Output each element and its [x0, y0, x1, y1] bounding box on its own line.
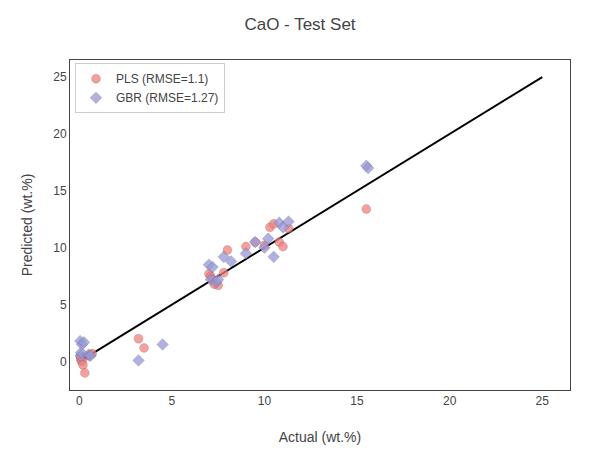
svg-text:15: 15 — [53, 184, 67, 198]
svg-text:GBR (RMSE=1.27): GBR (RMSE=1.27) — [116, 91, 218, 105]
svg-text:Predicted (wt.%): Predicted (wt.%) — [19, 174, 35, 277]
svg-text:CaO - Test Set: CaO - Test Set — [244, 15, 355, 34]
svg-text:10: 10 — [258, 394, 272, 408]
svg-text:Actual (wt.%): Actual (wt.%) — [279, 429, 361, 445]
svg-text:10: 10 — [53, 241, 67, 255]
svg-text:20: 20 — [53, 127, 67, 141]
svg-text:0: 0 — [60, 355, 67, 369]
svg-text:25: 25 — [536, 394, 550, 408]
svg-text:25: 25 — [53, 70, 67, 84]
svg-text:PLS (RMSE=1.1): PLS (RMSE=1.1) — [116, 72, 208, 86]
svg-text:20: 20 — [443, 394, 457, 408]
svg-text:5: 5 — [169, 394, 176, 408]
svg-text:5: 5 — [60, 298, 67, 312]
svg-text:0: 0 — [76, 394, 83, 408]
svg-text:15: 15 — [350, 394, 364, 408]
